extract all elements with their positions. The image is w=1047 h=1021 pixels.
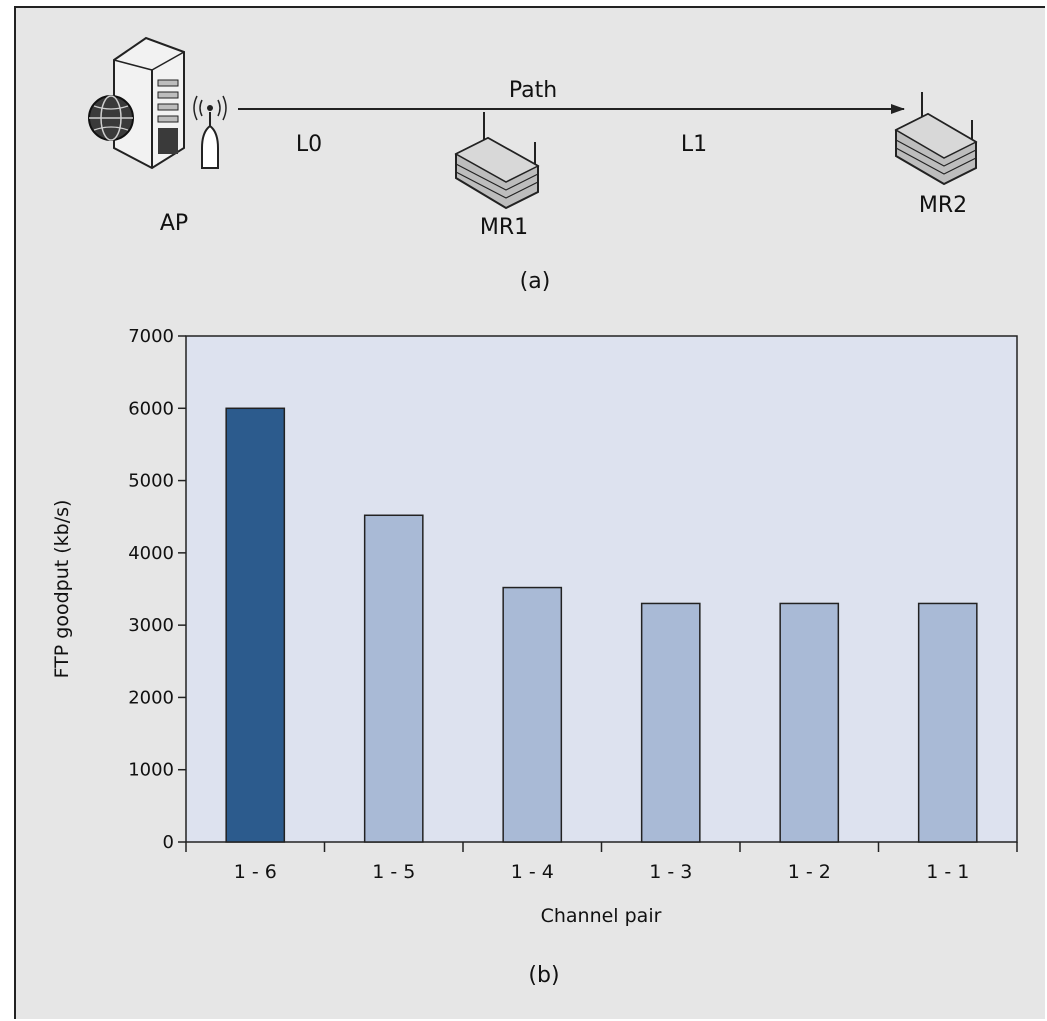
- diagram-caption: (a): [520, 269, 551, 294]
- plot-area: [185, 335, 1018, 843]
- bar-1-4: [502, 586, 563, 843]
- router-mr2-icon: [894, 92, 978, 186]
- server-icon: [113, 36, 185, 170]
- bar-1-6: [225, 407, 286, 843]
- x-tick-label: 1 - 5: [372, 861, 415, 883]
- y-tick-label: 1000: [128, 760, 174, 781]
- router-mr1-icon: [454, 112, 540, 210]
- x-tick-label: 1 - 6: [234, 861, 277, 883]
- y-tick-label: 3000: [128, 615, 174, 636]
- figure-panel: Path L0 L1 AP MR1 MR2 (a) 0 1000 2000 3000 4…: [14, 6, 1045, 1019]
- bar-1-2: [779, 602, 840, 843]
- bar-1-1: [917, 602, 978, 843]
- link-l0-label: L0: [296, 132, 322, 157]
- wireless-antenna-icon: [193, 95, 227, 169]
- link-l1-label: L1: [681, 132, 707, 157]
- path-label: Path: [509, 78, 557, 103]
- globe-icon: [88, 95, 134, 141]
- bar-1-5: [363, 514, 424, 843]
- x-tick-label: 1 - 1: [926, 861, 969, 883]
- y-tick-label: 6000: [128, 398, 174, 419]
- x-tick-label: 1 - 4: [511, 861, 554, 883]
- y-tick-label: 4000: [128, 543, 174, 564]
- bar-chart: 0 1000 2000 3000 4000 5000 6000 7000 1 - 6 1 - 5 1…: [51, 326, 1018, 988]
- network-diagram: Path L0 L1 AP MR1 MR2 (a): [88, 36, 978, 294]
- y-tick-label: 5000: [128, 471, 174, 492]
- chart-caption: (b): [528, 963, 559, 988]
- y-tick-label: 7000: [128, 326, 174, 347]
- x-tick-label: 1 - 2: [788, 861, 831, 883]
- mr1-label: MR1: [480, 215, 528, 240]
- y-tick-label: 0: [163, 832, 174, 853]
- y-axis-title: FTP goodput (kb/s): [51, 500, 73, 679]
- ap-label: AP: [160, 211, 188, 236]
- x-tick-label: 1 - 3: [649, 861, 692, 883]
- y-tick-label: 2000: [128, 687, 174, 708]
- x-axis-title: Channel pair: [541, 905, 662, 927]
- mr2-label: MR2: [919, 193, 967, 218]
- figure-canvas: Path L0 L1 AP MR1 MR2 (a) 0 1000 2000 3000 4…: [51, 36, 1018, 988]
- bar-1-3: [640, 602, 701, 843]
